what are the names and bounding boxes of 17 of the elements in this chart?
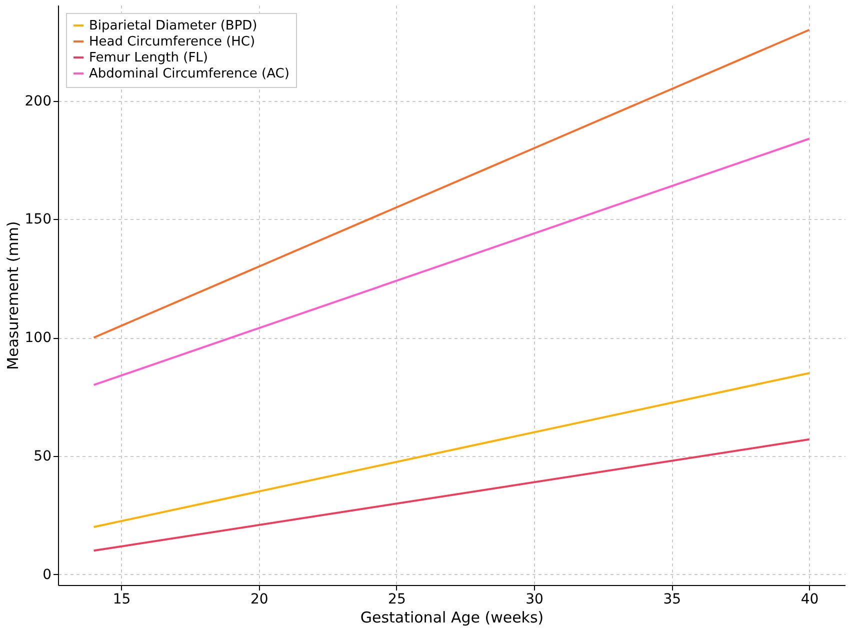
y-tick-label: 200 bbox=[24, 93, 52, 110]
legend-label: Head Circumference (HC) bbox=[89, 34, 256, 50]
x-axis-title: Gestational Age (weeks) bbox=[360, 608, 544, 626]
x-tick-label: 40 bbox=[800, 592, 819, 608]
x-tick-label: 20 bbox=[250, 592, 268, 608]
y-tick-label: 0 bbox=[42, 566, 52, 583]
y-axis-title: Measurement (mm) bbox=[4, 221, 22, 370]
legend-label: Abdominal Circumference (AC) bbox=[89, 66, 290, 82]
x-tick-label: 35 bbox=[663, 592, 682, 608]
legend-label: Femur Length (FL) bbox=[89, 50, 208, 66]
x-tick-label: 15 bbox=[112, 592, 131, 608]
y-tick-label: 150 bbox=[24, 212, 52, 228]
y-tick-label: 100 bbox=[24, 330, 52, 346]
x-tick-label: 25 bbox=[388, 592, 406, 608]
legend-label: Biparietal Diameter (BPD) bbox=[89, 18, 258, 34]
x-tick-label: 30 bbox=[526, 592, 544, 608]
y-tick-label: 50 bbox=[34, 448, 52, 464]
